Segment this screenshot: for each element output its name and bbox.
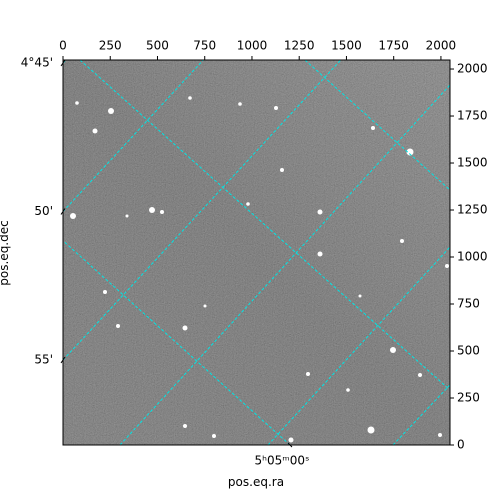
y-tick-label: 750: [457, 297, 480, 311]
y-world-tick-label: 50': [34, 204, 53, 218]
frame: [62, 59, 451, 446]
x-tick-label: 0: [59, 39, 67, 53]
y-tick-label: 1500: [457, 156, 488, 170]
x-tick-label: 750: [193, 39, 216, 53]
y-world-tick-label: 55': [34, 353, 53, 367]
x-tick-label: 500: [146, 39, 169, 53]
y-tick-label: 1000: [457, 250, 488, 264]
y-tick-label: 1750: [457, 109, 488, 123]
sky-image: [63, 60, 450, 445]
y-world-tick-label: 4°45': [21, 56, 53, 70]
grid-line: [63, 60, 342, 361]
x-tick-label: 1750: [378, 39, 409, 53]
extra-grid: [79, 60, 450, 445]
y-world-tick: [60, 356, 66, 364]
grid-line: [63, 240, 291, 445]
y-tick-label: 250: [457, 391, 480, 405]
y-axis-label: pos.eq.dec: [0, 220, 11, 285]
x-tick-label: 1000: [237, 39, 268, 53]
x-tick-label: 1250: [284, 39, 315, 53]
y-tick-label: 500: [457, 344, 480, 358]
x-tick-label: 250: [99, 39, 122, 53]
y-world-tick: [60, 59, 66, 67]
x-tick-label: 2000: [426, 39, 457, 53]
y-tick-label: 2000: [457, 62, 488, 76]
x-world-tick-label: 5ʰ05ᵐ00ˢ: [255, 454, 310, 468]
x-world-tick: [287, 442, 293, 448]
x-axis-label: pos.eq.ra: [228, 475, 284, 489]
y-tick-label: 1250: [457, 203, 488, 217]
stars: [70, 96, 449, 443]
y-world-tick: [60, 208, 66, 215]
x-tick-label: 1500: [331, 39, 362, 53]
y-tick-label: 0: [457, 438, 465, 452]
grid-line: [63, 60, 204, 212]
